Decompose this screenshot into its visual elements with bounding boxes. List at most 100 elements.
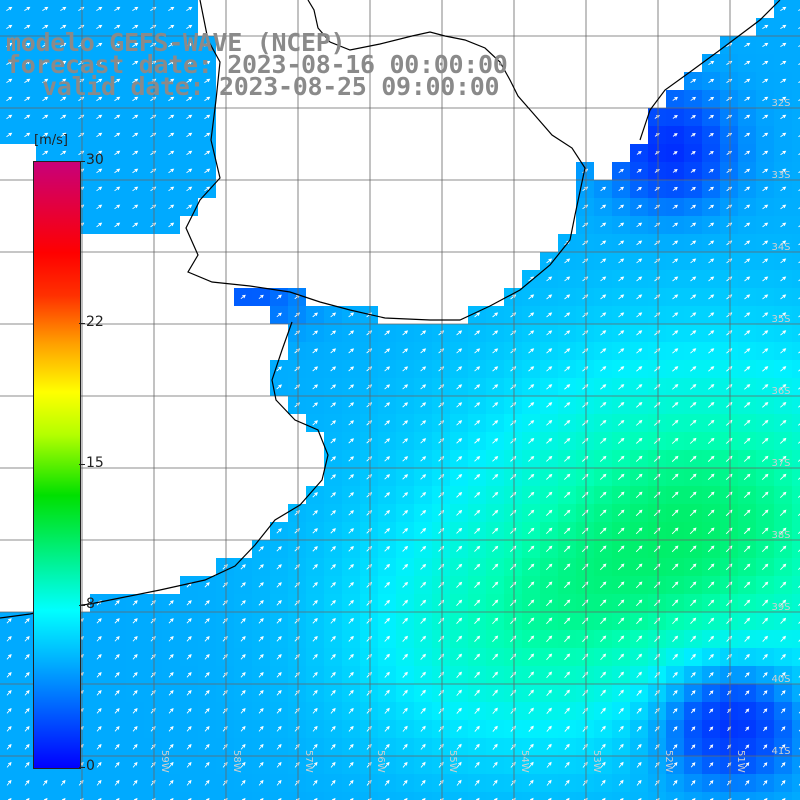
wind-arrow <box>798 621 800 624</box>
wind-arrow <box>762 726 768 732</box>
wind-arrow <box>384 563 391 570</box>
wind-arrow <box>780 168 787 174</box>
wind-arrow <box>458 797 462 800</box>
wind-arrow <box>635 545 643 553</box>
wind-arrow <box>6 672 12 678</box>
wind-arrow <box>510 402 517 408</box>
wind-arrow <box>348 689 354 696</box>
latitude-label: 35S <box>771 314 790 325</box>
wind-arrow <box>6 114 13 120</box>
wind-speed-cell <box>792 468 800 486</box>
wind-arrow <box>708 780 714 786</box>
wind-arrow <box>168 725 174 732</box>
wind-arrow <box>438 492 445 498</box>
wind-arrow <box>798 549 800 552</box>
wind-arrow <box>599 563 607 571</box>
wind-arrow <box>6 761 12 768</box>
wind-arrow <box>510 294 517 300</box>
wind-arrow <box>546 761 552 768</box>
wind-arrow <box>545 563 553 571</box>
wind-arrow <box>492 491 499 498</box>
wind-arrow <box>474 527 481 534</box>
wind-arrow <box>186 42 193 48</box>
wind-arrow <box>276 546 282 552</box>
wind-arrow <box>294 582 300 588</box>
wind-arrow <box>150 60 157 66</box>
wind-speed-cell <box>756 792 774 800</box>
wind-arrow <box>600 240 607 246</box>
wind-arrow <box>797 513 800 516</box>
wind-arrow <box>276 564 282 570</box>
wind-arrow <box>708 635 715 642</box>
wind-arrow <box>563 563 571 571</box>
wind-arrow <box>779 491 787 498</box>
wind-speed-cell <box>180 792 198 800</box>
wind-arrow <box>96 42 103 48</box>
wind-arrow <box>456 725 462 732</box>
wind-arrow <box>798 387 800 390</box>
wind-arrow <box>204 618 210 624</box>
wind-arrow <box>564 312 571 318</box>
wind-arrow <box>708 330 715 336</box>
wind-arrow <box>672 708 678 714</box>
wind-arrow <box>528 491 535 498</box>
wind-arrow <box>402 725 408 732</box>
wind-arrow <box>618 294 625 300</box>
wind-arrow <box>42 60 49 66</box>
wind-arrow <box>798 369 800 372</box>
wind-arrow <box>384 653 390 660</box>
wind-arrow <box>258 761 264 768</box>
colorbar-tick-label: 15 <box>86 455 104 471</box>
wind-arrow <box>114 96 121 102</box>
wind-arrow <box>474 509 481 516</box>
wind-arrow <box>780 276 787 282</box>
wind-arrow <box>438 689 444 696</box>
wind-arrow <box>709 797 714 800</box>
wind-arrow <box>690 114 696 119</box>
wind-speed-cell <box>792 162 800 180</box>
wind-speed-cell <box>792 396 800 414</box>
wind-arrow <box>420 420 427 426</box>
wind-arrow <box>330 384 337 390</box>
wind-arrow <box>456 330 463 336</box>
wind-arrow <box>276 707 282 714</box>
wind-arrow <box>709 744 714 750</box>
wind-arrow <box>492 509 499 516</box>
wind-arrow <box>708 150 714 155</box>
wind-arrow <box>330 689 336 696</box>
wind-arrow <box>636 222 643 228</box>
wind-arrow <box>564 653 571 661</box>
longitude-label: 58W <box>231 750 242 773</box>
wind-arrow <box>528 473 535 480</box>
wind-arrow <box>618 240 625 246</box>
wind-arrow <box>618 617 625 625</box>
wind-speed-cell <box>108 792 126 800</box>
wind-speed-cell <box>792 522 800 540</box>
wind-arrow <box>600 312 607 318</box>
wind-speed-cell <box>360 792 378 800</box>
wind-arrow <box>204 186 211 192</box>
wind-arrow <box>96 707 102 714</box>
wind-arrow <box>474 653 481 661</box>
wind-arrow <box>797 459 800 462</box>
wind-arrow <box>402 330 409 336</box>
wind-arrow <box>312 348 319 354</box>
wind-arrow <box>384 366 391 372</box>
wind-arrow <box>762 294 769 300</box>
wind-arrow <box>780 671 786 678</box>
wind-arrow <box>258 618 264 624</box>
wind-arrow <box>330 402 337 408</box>
wind-arrow <box>169 797 174 800</box>
wind-arrow <box>510 420 517 426</box>
wind-arrow <box>618 635 625 643</box>
wind-arrow <box>186 743 192 750</box>
wind-arrow <box>186 186 193 192</box>
wind-arrow <box>762 617 769 624</box>
wind-arrow <box>294 312 300 318</box>
wind-arrow <box>762 366 769 372</box>
wind-arrow <box>672 744 678 750</box>
wind-arrow <box>366 330 373 336</box>
wind-arrow <box>618 419 625 426</box>
wind-arrow <box>726 96 733 102</box>
wind-arrow <box>636 779 642 786</box>
